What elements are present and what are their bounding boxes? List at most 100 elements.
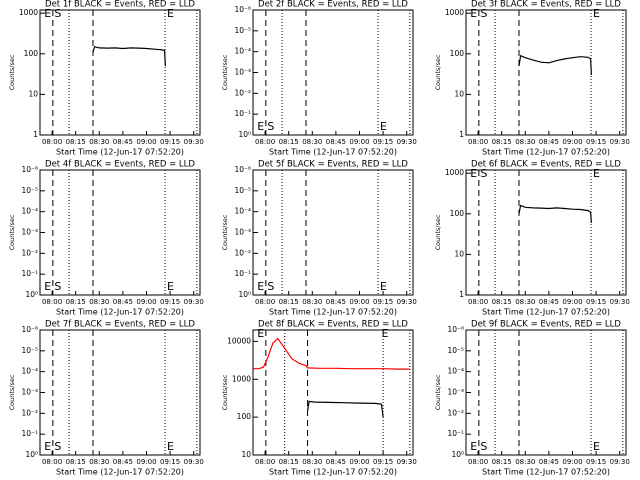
plot-frame bbox=[252, 9, 414, 136]
panel-title: Det 7f BLACK = Events, RED = LLD bbox=[45, 320, 195, 330]
x-tick-label: 08:45 bbox=[113, 298, 133, 306]
annotation: E bbox=[382, 327, 389, 340]
x-tick-label: 08:30 bbox=[89, 138, 109, 146]
x-tick-label: 08:45 bbox=[539, 298, 559, 306]
x-tick-label: 09:15 bbox=[373, 138, 393, 146]
y-tick-label: 10⁻³ bbox=[234, 228, 251, 237]
x-tick-label: 08:15 bbox=[492, 458, 512, 466]
x-tick-label: 09:30 bbox=[184, 138, 204, 146]
panel-title: Det 8f BLACK = Events, RED = LLD bbox=[258, 320, 408, 330]
y-tick-label: 1000 bbox=[445, 8, 464, 17]
y-tick-label: 10⁻⁵ bbox=[21, 186, 38, 195]
y-axis-label: Counts/sec bbox=[8, 54, 16, 90]
x-tick-label: 08:30 bbox=[515, 138, 535, 146]
y-tick-label: 1000 bbox=[445, 168, 464, 177]
annotation: E bbox=[257, 120, 264, 133]
y-tick-label: 10⁻⁴ bbox=[21, 367, 38, 376]
y-tick-label: 10⁻⁵ bbox=[234, 186, 251, 195]
x-tick-label: 08:00 bbox=[42, 298, 62, 306]
plot-frame bbox=[465, 169, 627, 296]
x-tick-label: 09:00 bbox=[349, 298, 369, 306]
panel: Det 3f BLACK = Events, RED = LLD Start Ti… bbox=[434, 0, 630, 157]
annotation: E bbox=[593, 7, 600, 20]
panel: Det 5f BLACK = Events, RED = LLD Start Ti… bbox=[221, 160, 417, 317]
y-tick-label: 10⁻⁶ bbox=[21, 165, 38, 174]
y-tick-label: 1 bbox=[459, 290, 464, 299]
x-tick-label: 08:15 bbox=[492, 138, 512, 146]
y-tick-label: 10⁻⁴ bbox=[21, 207, 38, 216]
x-tick-label: 08:00 bbox=[255, 458, 275, 466]
x-axis-label: Start Time (12-Jun-17 07:52:20) bbox=[56, 468, 184, 477]
x-tick-label: 08:30 bbox=[302, 458, 322, 466]
panel-title: Det 9f BLACK = Events, RED = LLD bbox=[471, 320, 621, 330]
y-tick-label: 10 bbox=[454, 249, 464, 258]
y-axis-label: Counts/sec bbox=[434, 374, 442, 410]
x-tick-label: 09:30 bbox=[184, 458, 204, 466]
y-tick-label: 10⁻⁴ bbox=[234, 47, 251, 56]
x-tick-label: 08:15 bbox=[279, 458, 299, 466]
x-tick-label: 09:00 bbox=[562, 138, 582, 146]
x-tick-label: 08:45 bbox=[113, 138, 133, 146]
y-tick-label: 10⁻⁶ bbox=[234, 5, 251, 14]
x-tick-label: 09:15 bbox=[586, 458, 606, 466]
annotation: E bbox=[257, 327, 264, 340]
y-tick-label: 10000 bbox=[227, 336, 251, 345]
x-tick-label: 09:30 bbox=[397, 138, 417, 146]
y-tick-label: 100 bbox=[237, 412, 252, 421]
x-tick-label: 09:15 bbox=[586, 138, 606, 146]
annotation: E bbox=[380, 280, 387, 293]
y-tick-label: 10⁻⁴ bbox=[447, 367, 464, 376]
y-tick-label: 10⁰ bbox=[238, 130, 251, 139]
x-tick-label: 08:00 bbox=[255, 138, 275, 146]
x-tick-label: 08:45 bbox=[326, 298, 346, 306]
x-tick-label: 08:00 bbox=[255, 298, 275, 306]
annotation: S bbox=[480, 167, 487, 180]
panel-title: Det 6f BLACK = Events, RED = LLD bbox=[471, 160, 621, 170]
x-tick-label: 08:45 bbox=[539, 458, 559, 466]
annotation: E bbox=[167, 440, 174, 453]
x-tick-label: 08:45 bbox=[113, 458, 133, 466]
annotation: S bbox=[54, 280, 61, 293]
panel-title: Det 2f BLACK = Events, RED = LLD bbox=[258, 0, 408, 10]
x-tick-label: 09:15 bbox=[373, 458, 393, 466]
x-tick-label: 09:30 bbox=[184, 298, 204, 306]
annotation: S bbox=[54, 440, 61, 453]
y-tick-label: 10⁻⁵ bbox=[21, 346, 38, 355]
series-line bbox=[253, 337, 410, 370]
x-tick-label: 09:15 bbox=[373, 298, 393, 306]
x-tick-label: 08:15 bbox=[279, 298, 299, 306]
annotation: E bbox=[380, 120, 387, 133]
annotation: E bbox=[257, 280, 264, 293]
x-tick-label: 08:00 bbox=[42, 138, 62, 146]
annotation: E bbox=[470, 7, 477, 20]
y-tick-label: 10⁻² bbox=[234, 248, 251, 257]
y-axis-label: Counts/sec bbox=[8, 374, 16, 410]
panel: Det 6f BLACK = Events, RED = LLD Start Ti… bbox=[434, 160, 630, 317]
y-tick-label: 10⁻¹ bbox=[447, 429, 464, 438]
y-axis-label: Counts/sec bbox=[221, 54, 229, 90]
y-tick-label: 10⁻⁵ bbox=[447, 346, 464, 355]
plot-frame bbox=[39, 169, 201, 296]
y-axis-label: Counts/sec bbox=[434, 214, 442, 250]
x-tick-label: 08:15 bbox=[279, 138, 299, 146]
annotation: E bbox=[470, 167, 477, 180]
x-tick-label: 08:30 bbox=[302, 298, 322, 306]
x-tick-label: 08:30 bbox=[302, 138, 322, 146]
plot-frame bbox=[39, 329, 201, 456]
x-axis-label: Start Time (12-Jun-17 07:52:20) bbox=[56, 148, 184, 157]
x-tick-label: 09:00 bbox=[136, 458, 156, 466]
y-tick-label: 10⁻⁵ bbox=[234, 26, 251, 35]
y-tick-label: 10⁰ bbox=[25, 290, 38, 299]
series-line bbox=[92, 45, 166, 67]
x-tick-label: 08:15 bbox=[66, 298, 86, 306]
panel: Det 4f BLACK = Events, RED = LLD Start Ti… bbox=[8, 160, 204, 317]
x-tick-label: 08:45 bbox=[539, 138, 559, 146]
panel-title: Det 5f BLACK = Events, RED = LLD bbox=[258, 160, 408, 170]
x-tick-label: 08:45 bbox=[326, 458, 346, 466]
annotation: E bbox=[44, 440, 51, 453]
y-tick-label: 10⁰ bbox=[25, 450, 38, 459]
panel: Det 7f BLACK = Events, RED = LLD Start Ti… bbox=[8, 320, 204, 477]
x-tick-label: 08:15 bbox=[492, 298, 512, 306]
annotation: E bbox=[44, 7, 51, 20]
